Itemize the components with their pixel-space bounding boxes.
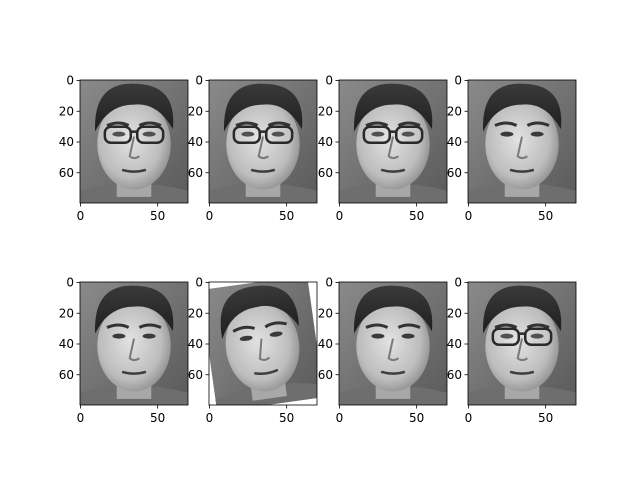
y-tick-label: 0: [325, 276, 333, 290]
y-tick-label: 0: [325, 74, 333, 88]
face-portrait: [339, 282, 447, 405]
face-portrait: [468, 282, 576, 405]
x-tick-label: 50: [409, 411, 424, 425]
x-tick-label: 50: [150, 209, 165, 223]
image-panel: 0 20 40 60 0 50: [318, 276, 448, 425]
face-image: [209, 282, 317, 405]
y-tick-label: 0: [454, 276, 462, 290]
x-tick-label: 0: [77, 209, 85, 223]
face-image: [339, 282, 447, 405]
x-tick-label: 50: [538, 411, 553, 425]
image-panel: 0 20 40 60 0 50: [188, 74, 318, 223]
x-tick-label: 0: [206, 209, 214, 223]
x-tick-label: 50: [279, 411, 294, 425]
y-tick-label: 20: [188, 104, 203, 118]
axes-frame: [338, 79, 448, 204]
face-portrait: [209, 282, 317, 405]
axes-frame: [208, 281, 318, 406]
x-tick-label: 50: [409, 209, 424, 223]
y-tick-label: 20: [447, 306, 462, 320]
x-tick-label: 50: [150, 411, 165, 425]
y-tick-label: 60: [188, 166, 203, 180]
face-portrait: [80, 80, 188, 203]
y-tick-label: 20: [59, 306, 74, 320]
y-tick-label: 20: [318, 104, 333, 118]
image-panel: 0 20 40 60 0 50: [59, 276, 189, 425]
y-tick-label: 20: [188, 306, 203, 320]
y-tick-label: 20: [447, 104, 462, 118]
y-tick-label: 40: [318, 337, 333, 351]
axes-frame: [467, 281, 577, 406]
face-image: [468, 282, 576, 405]
y-tick-label: 0: [66, 74, 74, 88]
y-tick-label: 60: [188, 368, 203, 382]
y-tick-label: 60: [447, 368, 462, 382]
face-portrait: [80, 282, 188, 405]
y-tick-label: 60: [447, 166, 462, 180]
y-tick-label: 60: [318, 166, 333, 180]
axes-frame: [79, 79, 189, 204]
y-tick-label: 20: [318, 306, 333, 320]
face-portrait: [468, 80, 576, 203]
y-tick-label: 60: [59, 368, 74, 382]
axes-frame: [208, 79, 318, 204]
x-tick-label: 0: [465, 411, 473, 425]
y-tick-label: 40: [188, 337, 203, 351]
face-image: [80, 80, 188, 203]
x-tick-label: 0: [77, 411, 85, 425]
y-tick-label: 40: [318, 135, 333, 149]
image-panel: 0 20 40 60 0 50: [447, 74, 577, 223]
y-tick-label: 20: [59, 104, 74, 118]
face-image: [209, 80, 317, 203]
x-tick-label: 0: [336, 209, 344, 223]
axes-frame: [467, 79, 577, 204]
face-image: [468, 80, 576, 203]
x-tick-label: 0: [465, 209, 473, 223]
face-image: [80, 282, 188, 405]
axes-frame: [338, 281, 448, 406]
image-panel: 0 20 40 60 0 50: [59, 74, 189, 223]
y-tick-label: 40: [59, 135, 74, 149]
face-portrait: [339, 80, 447, 203]
x-tick-label: 50: [538, 209, 553, 223]
image-panel: 0 20 40 60 0 50: [188, 276, 318, 425]
image-panel: 0 20 40 60 0 50: [318, 74, 448, 223]
y-tick-label: 0: [195, 276, 203, 290]
y-tick-label: 0: [66, 276, 74, 290]
image-panel: 0 20 40 60 0 50: [447, 276, 577, 425]
y-tick-label: 40: [447, 135, 462, 149]
x-tick-label: 0: [336, 411, 344, 425]
y-tick-label: 40: [447, 337, 462, 351]
x-tick-label: 0: [206, 411, 214, 425]
y-tick-label: 60: [318, 368, 333, 382]
face-portrait: [209, 80, 317, 203]
y-tick-label: 60: [59, 166, 74, 180]
y-tick-label: 0: [454, 74, 462, 88]
y-tick-label: 0: [195, 74, 203, 88]
x-tick-label: 50: [279, 209, 294, 223]
y-tick-label: 40: [59, 337, 74, 351]
face-image: [339, 80, 447, 203]
y-tick-label: 40: [188, 135, 203, 149]
axes-frame: [79, 281, 189, 406]
